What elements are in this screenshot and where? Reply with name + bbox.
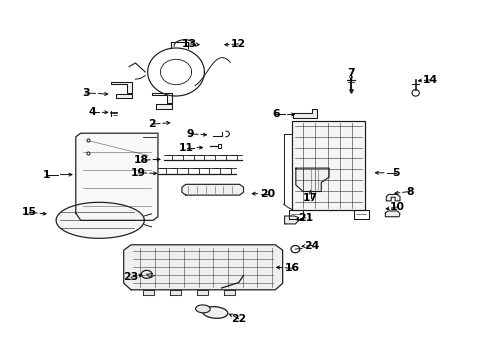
Polygon shape [182,184,243,195]
Text: 8: 8 [405,186,413,197]
Polygon shape [123,245,282,290]
Text: 13: 13 [182,39,197,49]
Text: 15: 15 [22,207,37,217]
Text: 1: 1 [42,170,50,180]
Text: 22: 22 [230,314,246,324]
Ellipse shape [195,305,210,313]
Text: 11: 11 [179,143,194,153]
Ellipse shape [202,307,227,318]
Text: 14: 14 [422,75,437,85]
Polygon shape [116,94,132,98]
Text: 18: 18 [134,155,149,165]
Text: 17: 17 [303,193,317,203]
Polygon shape [143,290,154,295]
Text: 24: 24 [304,240,319,251]
Text: 2: 2 [147,119,155,129]
Text: 20: 20 [260,189,275,199]
Text: 9: 9 [186,129,194,139]
Polygon shape [197,290,207,295]
Polygon shape [156,104,172,109]
Polygon shape [170,290,181,295]
Polygon shape [292,121,364,210]
Text: 21: 21 [298,213,312,223]
Text: 12: 12 [231,39,245,49]
Polygon shape [385,211,399,217]
Text: 19: 19 [131,168,145,178]
Text: 7: 7 [346,68,354,78]
Text: 23: 23 [123,272,139,282]
Polygon shape [284,216,298,224]
Text: 4: 4 [88,107,96,117]
Polygon shape [224,290,234,295]
Polygon shape [76,133,158,220]
Polygon shape [293,109,316,118]
Text: 16: 16 [285,263,299,273]
Text: 6: 6 [272,109,280,120]
Text: 5: 5 [391,168,399,178]
Text: 3: 3 [81,88,89,98]
Polygon shape [151,93,172,103]
Polygon shape [111,82,132,93]
Polygon shape [56,202,144,238]
Text: 10: 10 [389,202,404,212]
Polygon shape [386,194,399,201]
Polygon shape [295,168,328,192]
